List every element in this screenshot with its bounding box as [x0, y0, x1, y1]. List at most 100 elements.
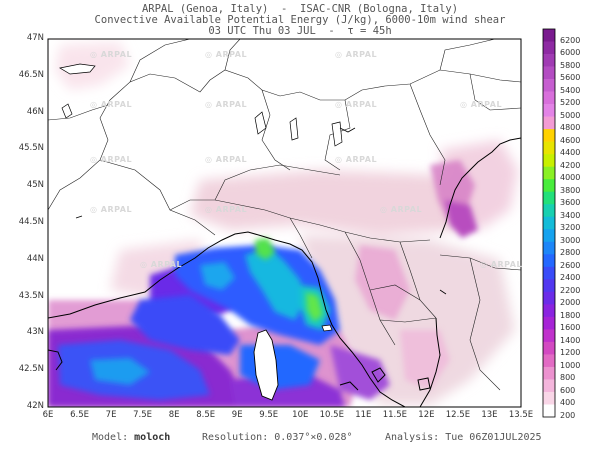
colorbar-label: 400 — [560, 398, 576, 408]
colorbar-label: 2800 — [560, 248, 581, 258]
colorbar-label: 3200 — [560, 223, 581, 233]
elba-island — [321, 324, 333, 332]
header-line-time: 03 UTC Thu 03 JUL - τ = 45h — [208, 25, 392, 37]
colorbar-swatch — [543, 104, 555, 117]
arpal-watermark: ◎ ARPAL — [90, 205, 133, 214]
colorbar-swatch — [543, 366, 555, 380]
lat-label: 46N — [26, 106, 44, 117]
lakes — [59, 63, 343, 147]
colorbar-label: 6200 — [560, 35, 581, 45]
lat-label: 42.5N — [18, 364, 44, 375]
lon-label: 6E — [42, 410, 54, 420]
lat-label: 45.5N — [18, 143, 44, 154]
resolution-label: Resolution: — [202, 432, 269, 443]
map-header: ARPAL (Genoa, Italy) - ISAC-CNR (Bologna… — [0, 4, 600, 37]
colorbar-swatch — [543, 329, 555, 343]
colorbar-label: 4000 — [560, 173, 581, 183]
arpal-watermark: ◎ ARPAL — [90, 100, 133, 109]
peak-cape-cyan — [90, 248, 330, 385]
colorbar-swatch — [543, 229, 555, 243]
lon-label: 7.5E — [133, 410, 153, 420]
corsica-island — [253, 329, 279, 401]
colorbar-label: 5400 — [560, 85, 581, 95]
lon-label: 11E — [355, 410, 372, 420]
arpal-watermark: ◎ ARPAL — [205, 100, 248, 109]
wind-shear-contours — [75, 127, 447, 295]
colorbar-label: 2000 — [560, 298, 581, 308]
colorbar-swatch — [543, 79, 555, 92]
analysis-label: Analysis: — [385, 432, 440, 443]
lon-label: 7E — [105, 410, 117, 420]
colorbar-label: 1000 — [560, 360, 581, 370]
colorbar-swatch — [543, 54, 555, 67]
lon-label: 11.5E — [382, 410, 407, 420]
colorbar-swatch — [543, 316, 555, 330]
colorbar-label: 3600 — [560, 198, 581, 208]
colorbar-swatch — [543, 179, 555, 193]
colorbar-swatch — [543, 141, 555, 155]
admin-borders — [48, 39, 521, 391]
lat-label: 47N — [26, 33, 44, 43]
colorbar-swatch — [543, 29, 555, 42]
arpal-watermark: ◎ ARPAL — [205, 50, 248, 59]
lon-label: 8E — [168, 410, 180, 420]
lon-label: 12.5E — [445, 410, 471, 420]
lon-label: 9.5E — [259, 410, 279, 420]
colorbar-swatch — [543, 129, 555, 142]
header-line-variable: Convective Available Potential Energy (J… — [94, 14, 506, 26]
colorbar-label: 4600 — [560, 135, 581, 145]
colorbar-frame — [542, 28, 556, 418]
colorbar-label: 200 — [560, 411, 576, 420]
colorbar-swatch — [543, 154, 555, 167]
lon-label: 10.5E — [319, 410, 344, 420]
lon-label: 9E — [231, 410, 243, 420]
colorbar-label: 5600 — [560, 73, 581, 83]
arpal-watermark: ◎ ARPAL — [90, 50, 133, 59]
lon-label: 8.5E — [196, 410, 216, 420]
colorbar-swatch — [543, 341, 555, 355]
colorbar-label: 2400 — [560, 273, 581, 283]
colorbar-swatch — [543, 291, 555, 305]
colorbar-swatch — [543, 391, 555, 405]
lat-label: 43.5N — [18, 290, 44, 301]
colorbar-label: 4200 — [560, 160, 581, 170]
model-label: Model: — [92, 432, 129, 443]
colorbar-swatch — [543, 216, 555, 230]
arpal-watermark: ◎ ARPAL — [480, 260, 523, 269]
arpal-watermark: ◎ ARPAL — [90, 155, 133, 164]
lon-label: 12E — [418, 410, 435, 420]
lon-label: 13E — [481, 410, 498, 420]
lat-label: 43N — [26, 327, 44, 338]
colorbar-label: 3400 — [560, 210, 581, 220]
lon-label: 13.5E — [508, 410, 534, 420]
colorbar-swatch — [543, 166, 555, 180]
colorbar-label: 6000 — [560, 48, 581, 58]
colorbar-swatch — [543, 354, 555, 368]
footer-model: Model: moloch — [92, 432, 170, 443]
map-frame — [47, 38, 522, 408]
colorbar-label: 2600 — [560, 260, 581, 270]
colorbar-swatch — [543, 379, 555, 393]
lon-label: 6.5E — [70, 410, 89, 420]
colorbar-label: 3800 — [560, 185, 581, 195]
colorbar-label: 1600 — [560, 323, 581, 333]
colorbar-swatch — [543, 266, 555, 280]
colorbar-swatch — [543, 241, 555, 255]
header-line-institutions: ARPAL (Genoa, Italy) - ISAC-CNR (Bologna… — [141, 3, 459, 15]
colorbar-swatch — [543, 191, 555, 205]
colorbar-swatch — [543, 404, 555, 418]
colorbar — [542, 28, 556, 418]
arpal-watermark: ◎ ARPAL — [335, 155, 378, 164]
colorbar-label: 5000 — [560, 110, 581, 120]
colorbar-swatch — [543, 66, 555, 80]
footer-analysis: Analysis: Tue 06Z01JUL2025 — [385, 432, 542, 443]
footer-resolution: Resolution: 0.037°×0.028° — [202, 432, 353, 443]
arpal-watermark: ◎ ARPAL — [335, 50, 378, 59]
lat-label: 42N — [26, 401, 44, 411]
analysis-value: Tue 06Z01JUL2025 — [445, 432, 542, 443]
colorbar-swatch — [543, 41, 555, 55]
colorbar-swatch — [543, 204, 555, 218]
colorbar-label: 4800 — [560, 123, 581, 133]
arpal-watermark: ◎ ARPAL — [205, 205, 248, 214]
